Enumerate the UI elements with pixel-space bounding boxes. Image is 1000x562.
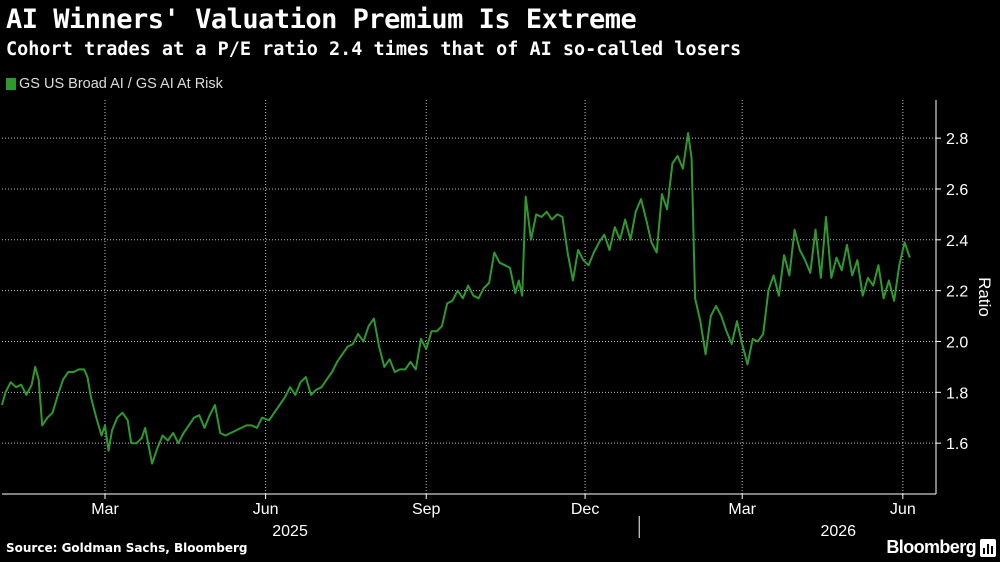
year-label: 2026 [820, 523, 856, 540]
year-label: 2025 [272, 523, 308, 540]
y-tick-label: 2.0 [946, 334, 968, 351]
series-layer [1, 132, 911, 465]
x-tick-label: Dec [571, 501, 599, 518]
x-tick-label: Jun [890, 501, 916, 518]
chart-title: AI Winners' Valuation Premium Is Extreme [6, 4, 637, 35]
brand: Bloomberg [886, 537, 996, 558]
y-tick-label: 2.4 [946, 233, 968, 250]
legend-label: GS US Broad AI / GS AI At Risk [19, 76, 223, 92]
x-tick-label: Mar [728, 501, 756, 518]
tick-labels: 1.6 1.8 2.0 2.2 2.4 2.6 2.8 Mar Jun Sep Dec Mar Jun 2… [91, 131, 994, 540]
y-tick-label: 1.6 [946, 436, 968, 453]
y-tick-label: 1.8 [946, 385, 968, 402]
legend: GS US Broad AI / GS AI At Risk [6, 74, 223, 94]
y-tick-label: 2.6 [946, 182, 968, 199]
chart-subtitle: Cohort trades at a P/E ratio 2.4 times t… [6, 39, 742, 60]
legend-swatch [6, 78, 16, 90]
source-note: Source: Goldman Sachs, Bloomberg [6, 541, 248, 555]
y-axis-title: Ratio [975, 277, 994, 317]
brand-name: Bloomberg [886, 537, 976, 557]
brand-icon [980, 538, 996, 557]
axes [2, 100, 941, 538]
x-tick-label: Sep [412, 501, 441, 518]
y-tick-label: 2.2 [946, 284, 968, 301]
x-tick-label: Mar [91, 501, 119, 518]
y-tick-label: 2.8 [946, 131, 968, 148]
x-tick-label: Jun [253, 501, 279, 518]
series-line [1, 132, 911, 465]
